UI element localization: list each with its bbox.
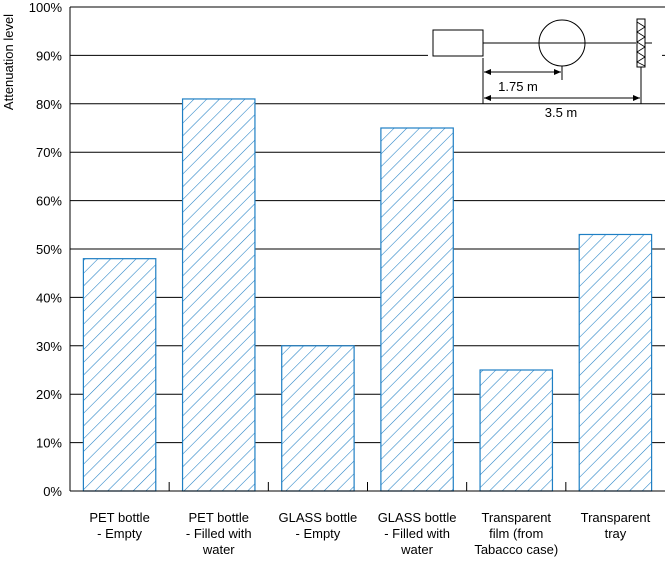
x-category-label: Transparent tray [581,510,651,541]
receiver-hatch [636,21,646,67]
x-category-label-line: water [400,542,433,557]
arrow-head [554,69,561,75]
x-category-label: PET bottle - Empty [89,510,149,541]
y-tick-label: 40% [36,290,62,305]
x-category-label-line: film (from [489,526,543,541]
y-tick-label: 0% [43,484,62,499]
inset-diagram: 1.75 m 3.5 m [428,16,662,120]
x-category-label-line: tray [605,526,627,541]
x-category-label: PET bottle - Filled with water [186,510,252,557]
bar [281,345,355,492]
y-tick-label: 20% [36,387,62,402]
bar [181,98,256,492]
x-category-label-line: Tabacco case) [474,542,558,557]
y-axis-label: Attenuation level [1,14,16,110]
y-tick-label: 10% [36,436,62,451]
x-category-label-line: water [202,542,235,557]
x-category-label-line: PET bottle [89,510,149,525]
x-category-label-line: GLASS bottle [279,510,358,525]
x-category-label-line: - Empty [296,526,341,541]
x-category-label: GLASS bottle - Empty [279,510,358,541]
x-category-label-line: Transparent [481,510,551,525]
y-tick-label: 50% [36,242,62,257]
x-category-label-line: - Filled with [384,526,450,541]
x-category-label-line: - Empty [97,526,142,541]
gridlines [70,6,665,444]
bar [82,258,157,492]
arrow-head [484,95,491,101]
y-tick-labels: 0% 10% 20% 30% 40% 50% 60% 70% 80% 90% 100% [29,0,63,499]
arrow-head [484,69,491,75]
x-category-label: Transparent film (from Tabacco case) [474,510,558,557]
bars [82,98,653,492]
bar [479,369,554,492]
dimension-label-1: 1.75 m [498,79,538,94]
y-tick-label: 60% [36,194,62,209]
x-category-label-line: PET bottle [189,510,249,525]
x-category-label-line: GLASS bottle [378,510,457,525]
y-tick-label: 30% [36,339,62,354]
x-category-label: GLASS bottle - Filled with water [378,510,457,557]
bar [380,127,454,492]
dimension-label-2: 3.5 m [545,105,578,120]
y-tick-label: 100% [29,0,63,15]
x-category-label-line: Transparent [581,510,651,525]
bar [578,233,653,492]
x-category-label-line: - Filled with [186,526,252,541]
source-box [432,29,484,57]
y-tick-label: 80% [36,97,62,112]
y-tick-label: 70% [36,145,62,160]
arrow-head [633,95,640,101]
y-tick-label: 90% [36,48,62,63]
